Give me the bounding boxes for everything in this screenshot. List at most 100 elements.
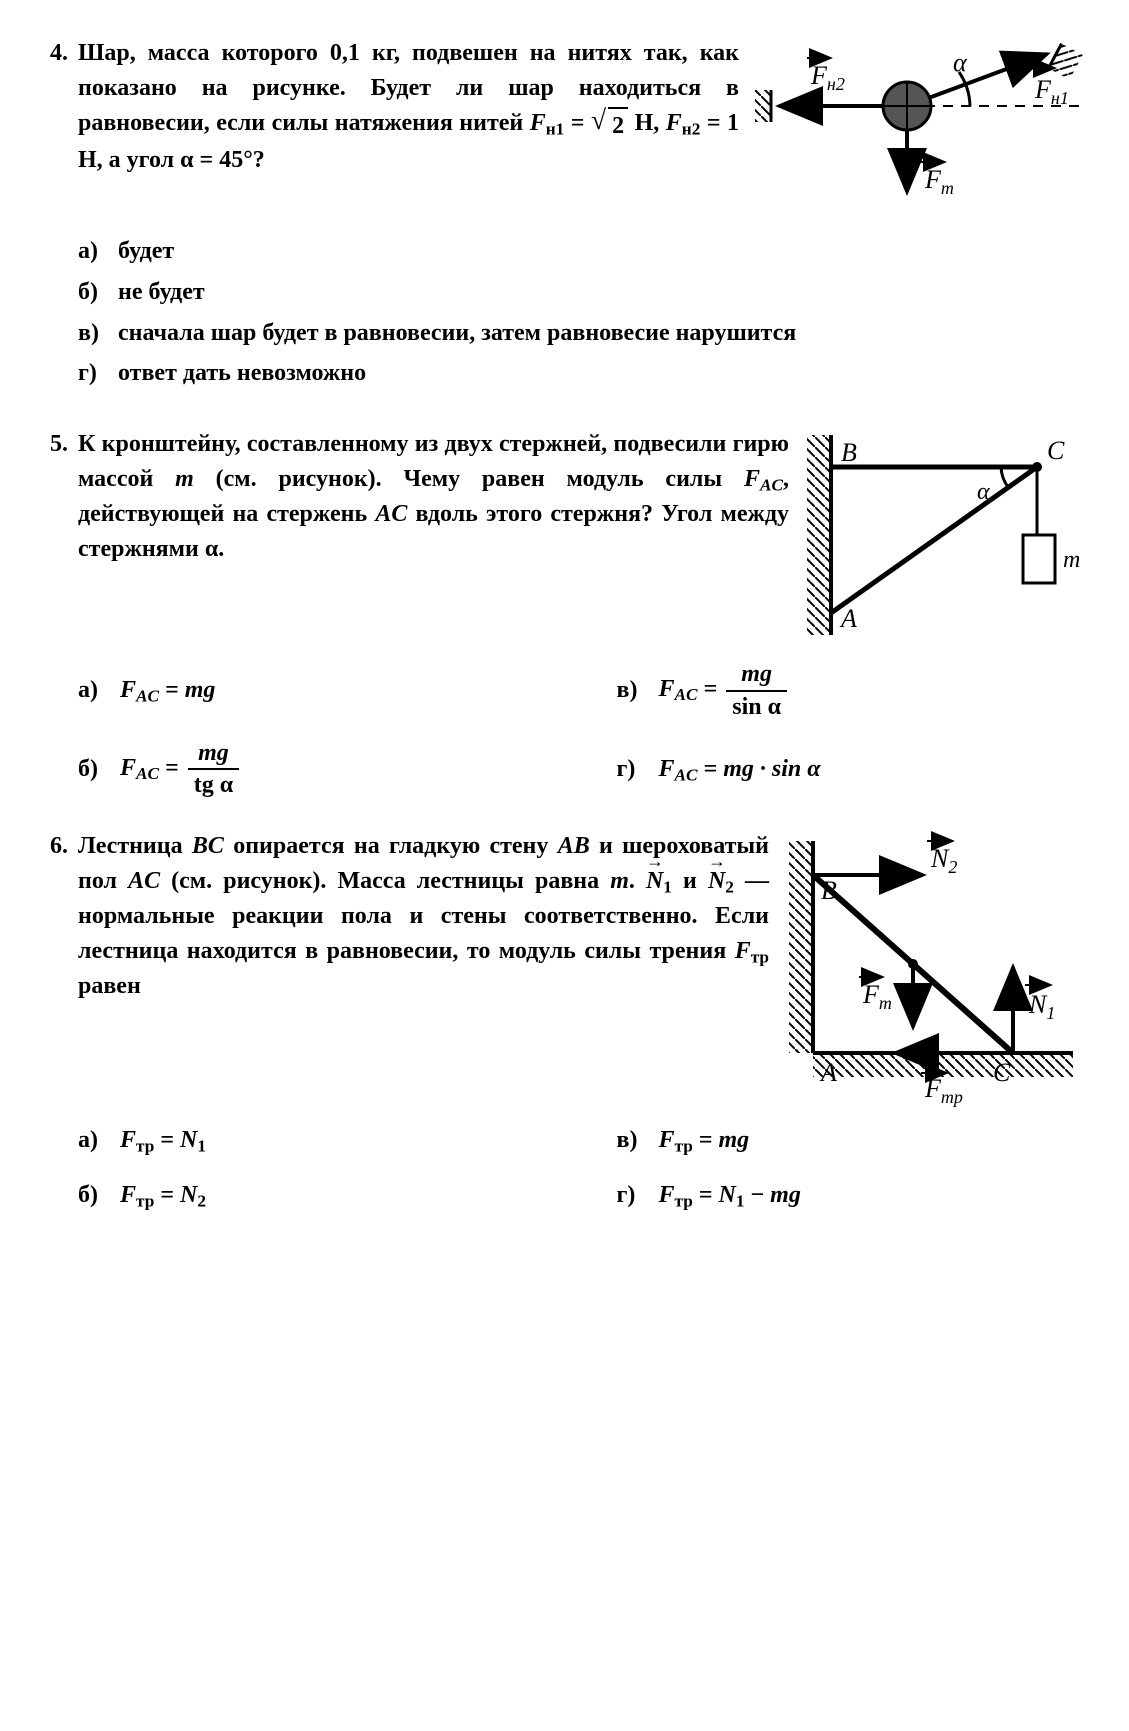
figure-problem-4: α Fн1 Fн2 <box>755 36 1095 226</box>
symbol-m: m <box>175 466 194 492</box>
option-text: будет <box>118 234 1095 269</box>
symbol-AC: AC <box>128 868 160 894</box>
subscript: н1 <box>546 119 565 138</box>
options-list: а) будет б) не будет в) сначала шар буде… <box>78 234 1095 391</box>
label-Ftr-sub: тр <box>941 1087 963 1107</box>
label-alpha: α <box>977 479 990 505</box>
label-N1: N <box>1028 990 1048 1019</box>
stem-text: (см. рисунок). Масса лестницы равна <box>160 868 610 894</box>
option-formula: Fтр = mg <box>659 1123 1096 1158</box>
problem-stem: Шар, масса которого 0,1 кг, подвешен на … <box>78 36 739 178</box>
label-Fn2: F <box>810 61 828 90</box>
options-grid: а) FAC = mg в) FAC = mgsin α б) FAC = <box>78 661 1095 799</box>
option-letter: б) <box>78 752 108 787</box>
option-a: а) Fтр = N1 <box>78 1123 557 1158</box>
option-letter: а) <box>78 673 108 708</box>
figure-problem-6: N2 Fт N1 <box>785 829 1095 1109</box>
option-letter: а) <box>78 1123 108 1158</box>
figure-problem-5: α m B A C <box>805 427 1095 647</box>
option-letter: б) <box>78 275 108 310</box>
label-Fn2-sub: н2 <box>827 74 845 94</box>
label-A: A <box>839 604 857 633</box>
stem-text: Лестница <box>78 833 192 859</box>
label-B: B <box>821 876 837 905</box>
subscript: 2 <box>725 877 734 896</box>
option-a: а) будет <box>78 234 1095 269</box>
option-letter: г) <box>78 356 108 391</box>
subscript: тр <box>751 947 769 966</box>
stem-text: (см. рисунок). Чему равен модуль силы <box>194 466 744 492</box>
stem-text: опирается на гладкую стену <box>224 833 558 859</box>
option-v: в) FAC = mgsin α <box>617 661 1096 720</box>
problem-number: 5. <box>34 427 68 462</box>
option-letter: г) <box>617 1178 647 1213</box>
symbol-F: F <box>666 110 682 136</box>
option-letter: в) <box>617 673 647 708</box>
problem-number: 6. <box>34 829 68 864</box>
stem-text: равен <box>78 973 141 999</box>
symbol-F: F <box>530 110 546 136</box>
problem-6: 6. Лестница BC опирается на гладкую стен… <box>34 829 1095 1214</box>
option-g: г) ответ дать невозможно <box>78 356 1095 391</box>
option-a: а) FAC = mg <box>78 661 557 720</box>
option-g: г) FAC = mg · sin α <box>617 740 1096 799</box>
label-Fn1: F <box>1034 75 1052 104</box>
label-Fn1-sub: н1 <box>1051 88 1069 108</box>
symbol-m: m <box>610 868 629 894</box>
problem-stem: К кронштейну, составленному из двух стер… <box>78 427 789 567</box>
label-alpha: α <box>953 48 968 77</box>
option-letter: б) <box>78 1178 108 1213</box>
label-Ftr: F <box>924 1074 942 1103</box>
option-text: ответ дать невозможно <box>118 356 1095 391</box>
label-Ft-sub: т <box>879 993 892 1013</box>
label-Ft: F <box>924 165 942 194</box>
stem-text: = <box>564 110 591 136</box>
option-formula: FAC = mg · sin α <box>659 752 1096 787</box>
problem-stem: Лестница BC опирается на гладкую стену A… <box>78 829 769 1004</box>
label-C: C <box>993 1058 1011 1087</box>
options-grid: а) Fтр = N1 в) Fтр = mg б) Fтр = N2 <box>78 1123 1095 1214</box>
sqrt: √2 <box>591 107 628 144</box>
label-Ft-sub: т <box>941 178 954 198</box>
problem-number: 4. <box>34 36 68 71</box>
subscript: AC <box>760 475 783 494</box>
svg-text:Fн1: Fн1 <box>1034 75 1069 108</box>
option-b: б) FAC = mgtg α <box>78 740 557 799</box>
symbol-N1: N <box>646 864 663 899</box>
symbol-AC: AC <box>375 501 407 527</box>
option-formula: FAC = mg <box>120 673 557 708</box>
option-letter: а) <box>78 234 108 269</box>
symbol-BC: BC <box>192 833 224 859</box>
option-letter: г) <box>617 752 647 787</box>
option-letter: в) <box>78 316 108 351</box>
option-formula: FAC = mgtg α <box>120 740 557 799</box>
label-Ft: F <box>862 980 880 1009</box>
svg-text:Fт: Fт <box>862 980 892 1013</box>
label-B: B <box>841 438 857 467</box>
problem-5: 5. К кронштейну, составленному из двух с… <box>34 427 1095 799</box>
label-N2-sub: 2 <box>948 857 957 877</box>
svg-text:Fтр: Fтр <box>924 1074 963 1107</box>
symbol-AB: AB <box>558 833 590 859</box>
symbol-Ftr: F <box>735 938 751 964</box>
svg-text:Fн2: Fн2 <box>810 61 845 94</box>
option-v: в) сначала шар будет в равновесии, затем… <box>78 316 1095 351</box>
option-v: в) Fтр = mg <box>617 1123 1096 1158</box>
subscript: н2 <box>682 119 701 138</box>
option-b: б) не будет <box>78 275 1095 310</box>
problem-4: 4. Шар, масса которого 0,1 кг, подвешен … <box>34 36 1095 397</box>
option-formula: Fтр = N1 <box>120 1123 557 1158</box>
label-m: m <box>1063 547 1080 573</box>
option-formula: FAC = mgsin α <box>659 661 1096 720</box>
stem-text: Н, <box>628 110 666 136</box>
svg-text:N2: N2 <box>930 844 957 877</box>
label-N2: N <box>930 844 950 873</box>
subscript: 1 <box>663 877 672 896</box>
option-text: сначала шар будет в равновесии, затем ра… <box>118 316 1095 351</box>
symbol-F: F <box>744 466 760 492</box>
svg-text:Fт: Fт <box>924 165 954 198</box>
label-C: C <box>1047 436 1065 465</box>
option-b: б) Fтр = N2 <box>78 1178 557 1213</box>
stem-text: . <box>629 868 646 894</box>
option-g: г) Fтр = N1 − mg <box>617 1178 1096 1213</box>
